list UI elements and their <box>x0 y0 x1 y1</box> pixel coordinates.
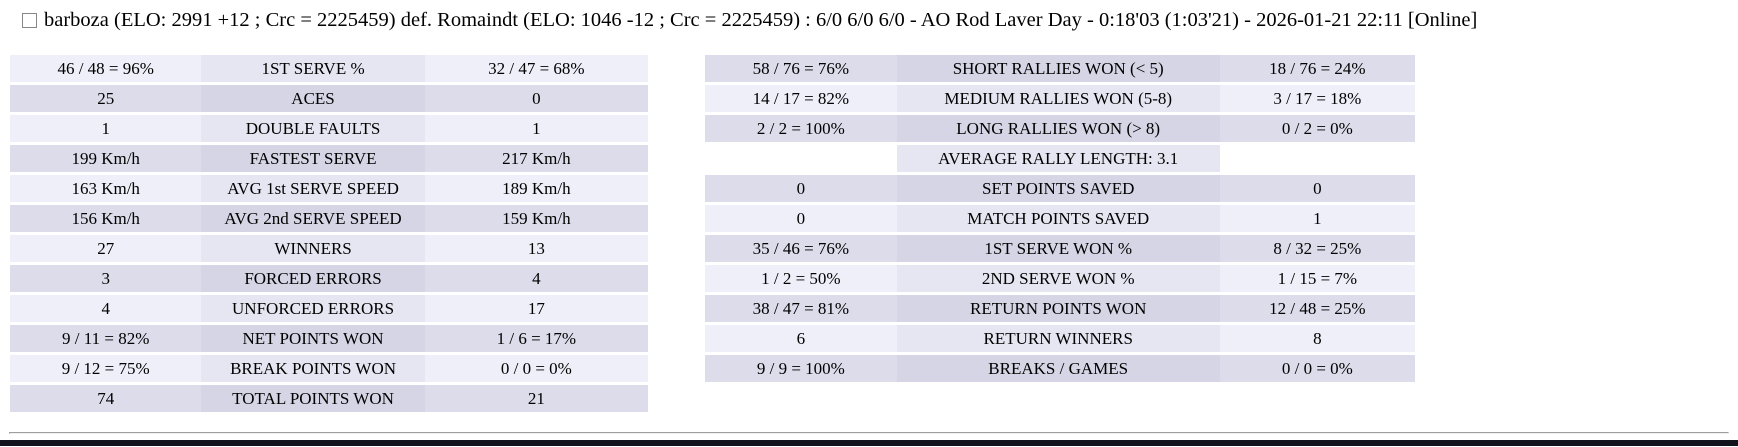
player1-value: 9 / 12 = 75% <box>10 355 202 382</box>
stat-label: SHORT RALLIES WON (< 5) <box>896 55 1220 82</box>
serve-stats-table: 46 / 48 = 96% 1ST SERVE % 32 / 47 = 68% 25 A… <box>10 52 648 415</box>
player1-value: 199 Km/h <box>10 145 202 172</box>
player1-value: 1 / 2 = 50% <box>705 265 897 292</box>
stat-row: 0 SET POINTS SAVED 0 <box>705 175 1415 202</box>
player1-value: 6 <box>705 325 897 352</box>
player2-value: 189 Km/h <box>424 175 648 202</box>
stat-row: 38 / 47 = 81% RETURN POINTS WON 12 / 48 = … <box>705 295 1415 322</box>
player2-value: 12 / 48 = 25% <box>1219 295 1415 322</box>
player1-value: 1 <box>10 115 202 142</box>
stat-label: RETURN POINTS WON <box>896 295 1220 322</box>
stat-row: 9 / 12 = 75% BREAK POINTS WON 0 / 0 = 0% <box>10 355 648 382</box>
player1-value <box>705 145 897 172</box>
player2-value: 18 / 76 = 24% <box>1219 55 1415 82</box>
stat-label: SET POINTS SAVED <box>896 175 1220 202</box>
stat-label: AVERAGE RALLY LENGTH: 3.1 <box>896 145 1220 172</box>
stat-label: FORCED ERRORS <box>201 265 425 292</box>
stat-row: 74 TOTAL POINTS WON 21 <box>10 385 648 412</box>
player1-value: 163 Km/h <box>10 175 202 202</box>
player2-value: 217 Km/h <box>424 145 648 172</box>
stat-label: AVG 2nd SERVE SPEED <box>201 205 425 232</box>
stat-row: 1 / 2 = 50% 2ND SERVE WON % 1 / 15 = 7% <box>705 265 1415 292</box>
player2-value: 17 <box>424 295 648 322</box>
player2-value: 3 / 17 = 18% <box>1219 85 1415 112</box>
player2-value: 1 / 6 = 17% <box>424 325 648 352</box>
player2-value: 21 <box>424 385 648 412</box>
player1-value: 4 <box>10 295 202 322</box>
player2-value: 1 / 15 = 7% <box>1219 265 1415 292</box>
stat-row: 2 / 2 = 100% LONG RALLIES WON (> 8) 0 / 2 … <box>705 115 1415 142</box>
player1-value: 38 / 47 = 81% <box>705 295 897 322</box>
stat-row: 27 WINNERS 13 <box>10 235 648 262</box>
stat-row: 35 / 46 = 76% 1ST SERVE WON % 8 / 32 = 25% <box>705 235 1415 262</box>
player1-value: 0 <box>705 175 897 202</box>
player1-value: 156 Km/h <box>10 205 202 232</box>
player1-value: 25 <box>10 85 202 112</box>
player1-value: 58 / 76 = 76% <box>705 55 897 82</box>
stat-row: 4 UNFORCED ERRORS 17 <box>10 295 648 322</box>
stat-row: 0 MATCH POINTS SAVED 1 <box>705 205 1415 232</box>
player2-value: 0 / 0 = 0% <box>1219 355 1415 382</box>
stat-label: LONG RALLIES WON (> 8) <box>896 115 1220 142</box>
player1-value: 0 <box>705 205 897 232</box>
bottom-bar <box>0 440 1738 446</box>
stat-row: 1 DOUBLE FAULTS 1 <box>10 115 648 142</box>
stat-label: MATCH POINTS SAVED <box>896 205 1220 232</box>
stat-row: 156 Km/h AVG 2nd SERVE SPEED 159 Km/h <box>10 205 648 232</box>
player2-value: 0 <box>1219 175 1415 202</box>
match-header: barboza (ELO: 2991 +12 ; Crc = 2225459) … <box>22 8 1728 32</box>
stat-label: UNFORCED ERRORS <box>201 295 425 322</box>
match-result-title: barboza (ELO: 2991 +12 ; Crc = 2225459) … <box>44 9 1478 31</box>
stat-row: AVERAGE RALLY LENGTH: 3.1 <box>705 145 1415 172</box>
rally-stats-table: 58 / 76 = 76% SHORT RALLIES WON (< 5) 18 /… <box>705 52 1415 385</box>
stat-label: 1ST SERVE WON % <box>896 235 1220 262</box>
player1-value: 74 <box>10 385 202 412</box>
stat-label: AVG 1st SERVE SPEED <box>201 175 425 202</box>
player1-value: 46 / 48 = 96% <box>10 55 202 82</box>
stat-label: ACES <box>201 85 425 112</box>
player2-value: 4 <box>424 265 648 292</box>
player2-value: 0 / 2 = 0% <box>1219 115 1415 142</box>
match-select-checkbox[interactable] <box>22 12 37 28</box>
stat-row: 46 / 48 = 96% 1ST SERVE % 32 / 47 = 68% <box>10 55 648 82</box>
stat-row: 6 RETURN WINNERS 8 <box>705 325 1415 352</box>
stat-label: NET POINTS WON <box>201 325 425 352</box>
stat-label: FASTEST SERVE <box>201 145 425 172</box>
player2-value: 159 Km/h <box>424 205 648 232</box>
stat-label: MEDIUM RALLIES WON (5-8) <box>896 85 1220 112</box>
stat-label: BREAK POINTS WON <box>201 355 425 382</box>
stat-label: RETURN WINNERS <box>896 325 1220 352</box>
player2-value: 13 <box>424 235 648 262</box>
stat-row: 3 FORCED ERRORS 4 <box>10 265 648 292</box>
stat-row: 25 ACES 0 <box>10 85 648 112</box>
stat-row: 163 Km/h AVG 1st SERVE SPEED 189 Km/h <box>10 175 648 202</box>
stat-row: 58 / 76 = 76% SHORT RALLIES WON (< 5) 18 /… <box>705 55 1415 82</box>
horizontal-divider <box>9 432 1729 434</box>
stat-row: 9 / 11 = 82% NET POINTS WON 1 / 6 = 17% <box>10 325 648 352</box>
stat-label: 1ST SERVE % <box>201 55 425 82</box>
player2-value: 8 <box>1219 325 1415 352</box>
stat-label: BREAKS / GAMES <box>896 355 1220 382</box>
player1-value: 2 / 2 = 100% <box>705 115 897 142</box>
player2-value <box>1220 145 1415 172</box>
player1-value: 35 / 46 = 76% <box>705 235 897 262</box>
player1-value: 27 <box>10 235 202 262</box>
player1-value: 9 / 11 = 82% <box>10 325 202 352</box>
player2-value: 8 / 32 = 25% <box>1219 235 1415 262</box>
player2-value: 32 / 47 = 68% <box>424 55 648 82</box>
player2-value: 0 <box>424 85 648 112</box>
stat-label: DOUBLE FAULTS <box>201 115 425 142</box>
player2-value: 1 <box>424 115 648 142</box>
player2-value: 0 / 0 = 0% <box>424 355 648 382</box>
stat-label: TOTAL POINTS WON <box>201 385 425 412</box>
stat-row: 9 / 9 = 100% BREAKS / GAMES 0 / 0 = 0% <box>705 355 1415 382</box>
stat-row: 14 / 17 = 82% MEDIUM RALLIES WON (5-8) 3 /… <box>705 85 1415 112</box>
player1-value: 3 <box>10 265 202 292</box>
stat-label: WINNERS <box>201 235 425 262</box>
stat-label: 2ND SERVE WON % <box>896 265 1220 292</box>
player2-value: 1 <box>1219 205 1415 232</box>
player1-value: 14 / 17 = 82% <box>705 85 897 112</box>
stat-row: 199 Km/h FASTEST SERVE 217 Km/h <box>10 145 648 172</box>
player1-value: 9 / 9 = 100% <box>705 355 897 382</box>
